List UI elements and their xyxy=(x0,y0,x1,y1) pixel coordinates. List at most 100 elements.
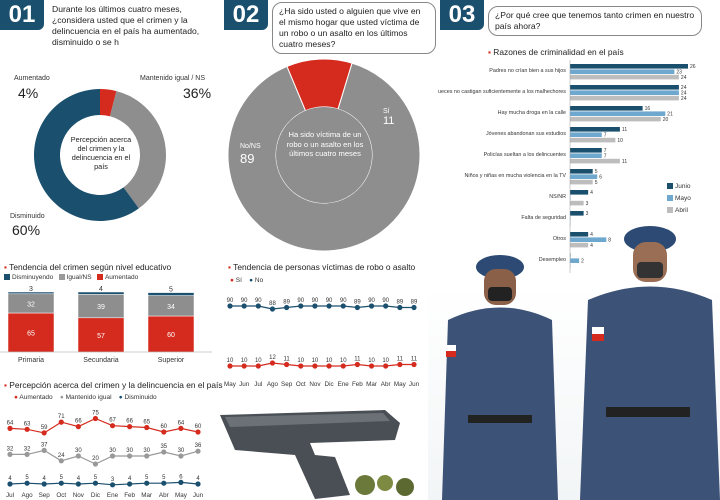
victimas-x-label: Ago xyxy=(267,381,279,388)
trend-point xyxy=(195,429,201,435)
razones-bar xyxy=(570,106,643,111)
razones-value-label: 3 xyxy=(586,211,589,217)
razones-value-label: 23 xyxy=(676,70,682,76)
trend-value-label: 89 xyxy=(397,300,404,306)
trend-value-label: 35 xyxy=(160,444,167,450)
trend-point xyxy=(178,453,184,459)
stacked-bar-educativo: 65 32 3 Primaria 57 39 4 Secundaria 60 34 5 Superio… xyxy=(0,286,212,364)
trend-value-label: 4 xyxy=(196,476,200,482)
razones-bar xyxy=(570,169,593,174)
trend-point xyxy=(354,304,360,311)
razones-value-label: 4 xyxy=(590,190,593,196)
trend-point xyxy=(227,303,233,309)
edu-value-label: 65 xyxy=(27,331,35,338)
trend-point xyxy=(241,363,247,369)
trend-value-label: 12 xyxy=(269,355,276,361)
trend-point xyxy=(41,430,47,436)
trend-value-label: 30 xyxy=(109,448,116,454)
trend-value-label: 66 xyxy=(126,419,133,425)
trend-value-label: 90 xyxy=(312,298,319,304)
percepcion-trend-title: ▪ Percepción acerca del crimen y la deli… xyxy=(4,380,223,390)
trend-value-label: 5 xyxy=(162,475,166,481)
victimas-x-label: May xyxy=(394,381,407,388)
trend-value-label: 20 xyxy=(92,456,99,462)
edu-value-label: 5 xyxy=(169,287,173,294)
trend-value-label: 10 xyxy=(340,358,347,364)
trend-point xyxy=(368,303,375,309)
razones-value-label: 11 xyxy=(622,159,627,165)
trend-point xyxy=(58,419,64,425)
trend-value-label: 90 xyxy=(297,298,304,304)
trend-point xyxy=(195,448,201,454)
bar-chart-razones: Padres no crían bien a sus hijos262324Lo… xyxy=(438,60,696,273)
trend-value-label: 30 xyxy=(178,448,185,454)
trend-point xyxy=(7,425,13,431)
trend-value-label: 4 xyxy=(43,476,47,482)
trend-value-label: 10 xyxy=(382,358,389,364)
razones-category-label: Padres no crían bien a sus hijos xyxy=(489,68,566,74)
trend-value-label: 32 xyxy=(24,446,31,452)
trend-point xyxy=(75,424,81,430)
razones-bar xyxy=(570,232,589,237)
percepcion-x-label: Jun xyxy=(193,492,204,499)
trend-point xyxy=(24,426,30,432)
percepcion-x-label: Sep xyxy=(39,492,51,499)
trend-point xyxy=(92,461,99,467)
razones-value-label: 24 xyxy=(681,75,687,81)
percepcion-x-label: Dic xyxy=(91,492,100,499)
trend-point xyxy=(127,453,133,459)
trend-point xyxy=(144,424,150,431)
victimas-x-label: Dic xyxy=(325,381,334,388)
trend-value-label: 89 xyxy=(283,300,290,306)
razones-value-label: 10 xyxy=(617,138,623,144)
razones-bar xyxy=(570,190,589,195)
razones-value-label: 8 xyxy=(608,238,611,244)
trend-point xyxy=(312,363,318,369)
trend-value-label: 6 xyxy=(179,474,183,480)
trend-point xyxy=(109,423,116,429)
trend-point xyxy=(127,481,133,487)
trend-value-label: 5 xyxy=(94,475,98,481)
razones-category-label: Los jueces no castigan suficientemente a… xyxy=(438,89,566,95)
trend-point xyxy=(75,453,81,459)
edu-bar-primaria-0 xyxy=(7,312,55,353)
trend-value-label: 24 xyxy=(58,453,65,459)
trend-value-label: 71 xyxy=(58,414,65,420)
trend-point xyxy=(195,481,201,487)
trend-point xyxy=(397,361,403,368)
victimas-x-label: Ene xyxy=(338,381,350,388)
edu-value-label: 3 xyxy=(29,286,33,293)
trend-value-label: 60 xyxy=(195,424,202,430)
razones-value-label: 5 xyxy=(595,169,598,175)
trend-point xyxy=(340,303,346,309)
percepcion-x-label: Oct xyxy=(56,492,66,499)
razones-value-label: 21 xyxy=(667,112,673,118)
trend-value-label: 3 xyxy=(111,477,115,483)
trend-point xyxy=(411,304,417,311)
trend-value-label: 30 xyxy=(126,448,133,454)
razones-category-label: Desempleo xyxy=(539,257,566,263)
pie2-value-no: 89 xyxy=(240,151,255,166)
trend-value-label: 4 xyxy=(77,476,81,482)
edu-bar-superior-2 xyxy=(147,292,195,296)
trend-value-label: 65 xyxy=(143,420,150,426)
razones-value-label: 6 xyxy=(599,175,602,181)
section-number-02: 02 xyxy=(224,0,268,30)
trend-point xyxy=(255,363,261,369)
section-question-02: ¿Ha sido usted o alguien que vive en el … xyxy=(272,2,436,54)
percepcion-x-label: Abr xyxy=(159,492,169,499)
trend-point xyxy=(109,453,116,459)
trend-value-label: 90 xyxy=(368,298,375,304)
trend-line xyxy=(10,449,199,465)
trend-point xyxy=(340,363,346,369)
razones-category-label: Otros xyxy=(553,236,566,242)
razones-value-label: 16 xyxy=(645,106,651,112)
razones-bar xyxy=(570,258,580,263)
trend-value-label: 90 xyxy=(340,298,347,304)
pie2-center-text: Ha sido víctima de un robo o un asalto e… xyxy=(286,130,364,158)
trend-value-label: 63 xyxy=(24,421,31,427)
trend-point xyxy=(92,480,99,486)
victimas-x-label: Jun xyxy=(239,381,250,388)
trend-point xyxy=(397,304,403,311)
